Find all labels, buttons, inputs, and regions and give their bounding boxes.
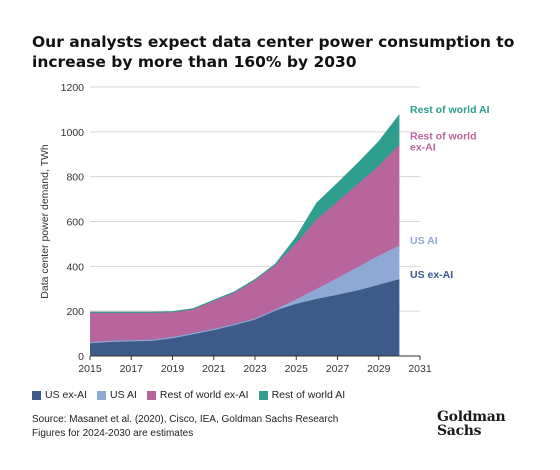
source-line: Source: Masanet et al. (2020), Cisco, IE… bbox=[32, 414, 339, 425]
legend-label: Rest of world AI bbox=[271, 389, 346, 401]
legend-swatch bbox=[97, 390, 107, 400]
end-label: US ex-AI bbox=[410, 269, 453, 281]
x-tick-label: 2029 bbox=[367, 363, 391, 375]
legend: US ex-AI US AI Rest of world ex-AI Rest … bbox=[32, 389, 345, 401]
legend-swatch bbox=[258, 390, 268, 400]
y-tick-label: 400 bbox=[66, 261, 84, 273]
legend-label: Rest of world ex-AI bbox=[159, 389, 249, 401]
y-tick-label: 600 bbox=[66, 217, 84, 229]
legend-label: US ex-AI bbox=[45, 389, 88, 401]
end-label: US AI bbox=[410, 235, 438, 247]
legend-swatch bbox=[146, 390, 156, 400]
legend-item-us-ex-ai: US ex-AI bbox=[32, 389, 87, 401]
x-tick-label: 2025 bbox=[285, 363, 309, 375]
x-tick-label: 2023 bbox=[243, 363, 267, 375]
series-line bbox=[90, 114, 400, 313]
x-tick-label: 2031 bbox=[408, 363, 432, 375]
y-tick-label: 200 bbox=[66, 306, 84, 318]
end-label: Rest of world bbox=[410, 130, 477, 142]
estimate-note: Figures for 2024-2030 are estimates bbox=[32, 428, 194, 439]
x-tick-label: 2015 bbox=[78, 363, 102, 375]
goldman-sachs-logo: Goldman Sachs bbox=[437, 409, 506, 439]
series-line bbox=[89, 245, 400, 344]
end-label: ex-AI bbox=[410, 141, 436, 153]
end-label: Rest of world AI bbox=[410, 104, 490, 116]
y-tick-label: 1000 bbox=[61, 127, 85, 139]
x-tick-label: 2019 bbox=[161, 363, 185, 375]
chart-title: Our analysts expect data center power co… bbox=[32, 33, 515, 71]
logo-line: Goldman bbox=[437, 409, 506, 425]
legend-item-row-ai: Rest of world AI bbox=[258, 389, 346, 401]
area-rest-of-world-ex-ai bbox=[90, 145, 400, 343]
legend-label: US AI bbox=[110, 389, 137, 401]
legend-swatch bbox=[32, 390, 41, 400]
logo-line: Sachs bbox=[437, 423, 482, 439]
x-tick-label: 2021 bbox=[202, 363, 226, 375]
y-tick-label: 0 bbox=[78, 351, 84, 363]
area-us-ai bbox=[90, 246, 400, 343]
legend-item-row-ex-ai: Rest of world ex-AI bbox=[146, 389, 249, 401]
source-note: Source: Masanet et al. (2020), Cisco, IE… bbox=[32, 413, 338, 441]
y-tick-label: 1200 bbox=[61, 82, 85, 94]
y-tick-label: 800 bbox=[66, 172, 84, 184]
x-tick-label: 2027 bbox=[326, 363, 350, 375]
y-axis-label: Data center power demand, TWh bbox=[39, 144, 51, 299]
legend-item-us-ai: US AI bbox=[97, 389, 137, 401]
x-tick-label: 2017 bbox=[120, 363, 144, 375]
